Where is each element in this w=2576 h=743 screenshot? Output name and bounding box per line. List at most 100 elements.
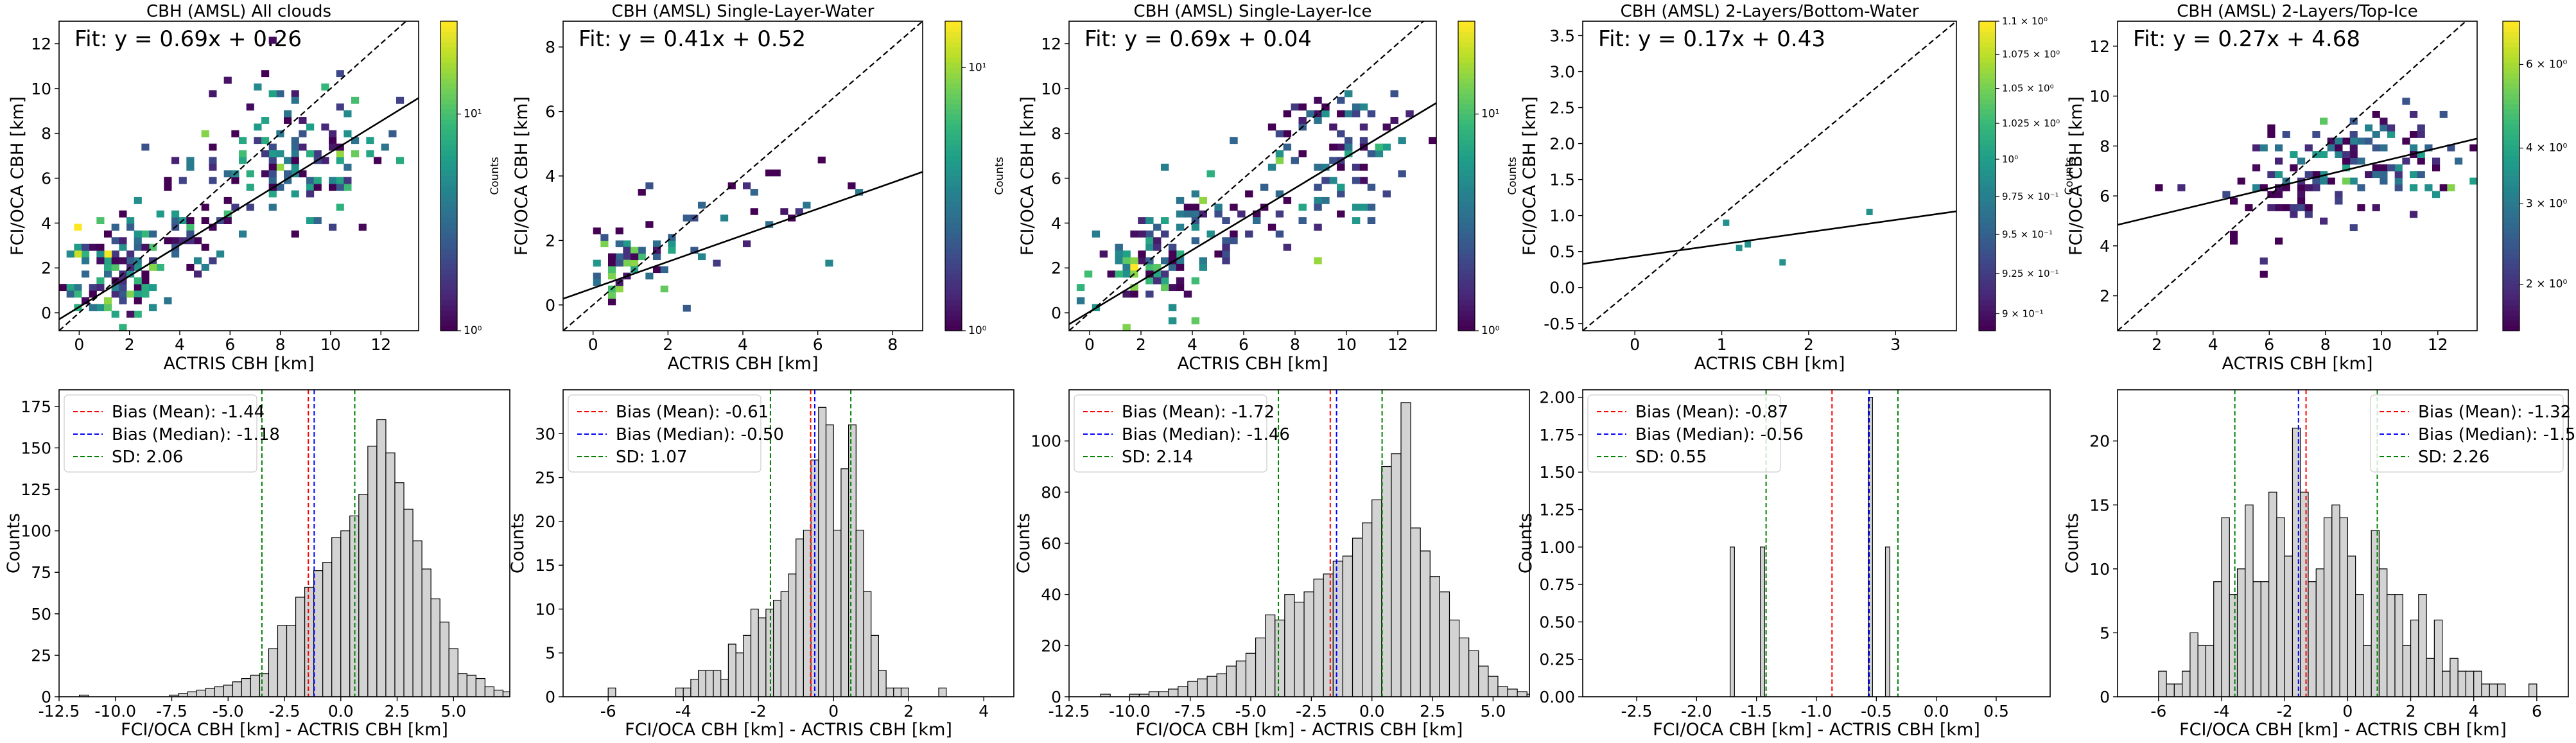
colorbar-tick-label: 9.25 × 10⁻¹ <box>2002 268 2059 279</box>
x-tick-label: 2 <box>2406 702 2416 721</box>
colorbar-segment <box>1979 98 1996 105</box>
histogram-panel-3: -12.5 -10.0 -7.5 -5.0 -2.5 0.0 2.5 5.0 0 20 40 60 80… <box>1014 389 1530 740</box>
colorbar-segment <box>2503 197 2519 202</box>
y-tick-label: 1.75 <box>1539 426 1575 444</box>
legend: Bias (Mean): -1.44 Bias (Median): -1.18 SD… <box>64 394 280 473</box>
colorbar-segment <box>2503 150 2519 156</box>
panel-title: CBH (AMSL) Single-Layer-Ice <box>1133 2 1371 21</box>
cell <box>268 190 277 198</box>
cell <box>817 156 826 164</box>
colorbar-segment <box>945 98 962 105</box>
cell <box>1329 143 1337 151</box>
colorbar-segment <box>440 26 457 32</box>
cell <box>1267 123 1276 131</box>
colorbar-segment <box>1458 129 1475 135</box>
bar <box>521 695 530 697</box>
y-tick-label: 25 <box>31 646 51 665</box>
cell <box>2380 177 2388 185</box>
cell <box>2155 184 2163 191</box>
cell <box>261 150 270 157</box>
cell <box>1321 177 1330 184</box>
bar <box>2158 670 2167 697</box>
reference-lines <box>261 390 356 697</box>
cell <box>1168 257 1177 265</box>
cell <box>223 170 232 178</box>
cell <box>1122 290 1131 298</box>
x-tick-label: 2 <box>663 335 673 354</box>
x-tick-label: 4 <box>979 702 989 721</box>
cell <box>1275 190 1284 198</box>
cell <box>645 182 654 189</box>
colorbar-segment <box>1458 212 1475 218</box>
colorbar-segment <box>440 176 457 182</box>
cell <box>336 70 344 78</box>
cell <box>1199 197 1207 204</box>
colorbar-label: Counts <box>1506 157 1519 195</box>
bar <box>2363 645 2372 697</box>
colorbar-segment <box>945 243 962 249</box>
cell <box>141 270 150 278</box>
colorbar-segment <box>945 139 962 146</box>
cell <box>66 284 74 292</box>
bar <box>2465 670 2475 697</box>
x-tick-label: -2.5 <box>1621 702 1653 721</box>
cell <box>1367 217 1376 225</box>
colorbar-segment <box>945 26 962 32</box>
cell <box>623 247 631 254</box>
colorbar-segment <box>1979 304 1996 311</box>
colorbar-segment <box>440 268 457 275</box>
panel-title: CBH (AMSL) All clouds <box>146 2 331 21</box>
colorbar-segment <box>2503 258 2519 265</box>
x-tick-label: 0.0 <box>328 702 354 721</box>
colorbar-segment <box>440 289 457 295</box>
cell <box>134 277 142 284</box>
bar <box>1517 691 1527 697</box>
cell <box>2304 211 2313 218</box>
y-tick-label: 10 <box>2089 87 2110 106</box>
cell <box>261 137 270 144</box>
cell <box>2304 184 2313 191</box>
cell <box>1345 137 1353 144</box>
y-tick-label: 12 <box>31 35 51 53</box>
cell <box>268 143 277 151</box>
colorbar-segment <box>945 78 962 83</box>
cell <box>1382 190 1391 198</box>
colorbar-segment <box>1458 78 1475 83</box>
bar <box>2410 619 2419 697</box>
cell <box>1275 157 1284 164</box>
x-tick-label: 0 <box>74 335 84 354</box>
scatter-panel-2: 0 2 4 6 8 0 2 4 6 8 CBH (AMSL) Single-Layer-Water F… <box>512 2 1006 374</box>
colorbar-segment <box>945 232 962 238</box>
cell <box>104 250 112 258</box>
cell <box>1115 250 1123 258</box>
cell <box>1191 190 1200 198</box>
colorbar-segment <box>945 202 962 207</box>
cell <box>344 177 352 184</box>
x-tick-label: 6 <box>2264 335 2274 354</box>
cell <box>2252 184 2261 191</box>
cell <box>2417 151 2425 158</box>
colorbar-segment <box>2503 67 2519 73</box>
cell <box>765 221 774 228</box>
y-tick-label: 1.50 <box>1539 463 1575 482</box>
cell <box>59 297 60 304</box>
colorbar-segment <box>440 144 457 151</box>
cell <box>1191 277 1200 284</box>
cell <box>683 304 691 312</box>
cell <box>1153 270 1162 278</box>
colorbar-segment <box>1458 274 1475 280</box>
cell <box>2394 171 2403 179</box>
colorbar-segment <box>1458 243 1475 249</box>
colorbar-segment <box>2503 37 2519 42</box>
histogram-panel-1: -12.5 -10.0 -7.5 -5.0 -2.5 0.0 2.5 5.0 0 25 50 75 10… <box>4 389 530 740</box>
colorbar-segment <box>945 67 962 73</box>
cell <box>261 170 270 178</box>
colorbar-segment <box>2503 289 2519 295</box>
cell <box>261 117 270 124</box>
cell <box>111 237 119 245</box>
cell <box>1076 297 1085 304</box>
cell <box>119 257 127 265</box>
colorbar-segment <box>440 57 457 63</box>
x-tick-label: 0 <box>1084 335 1095 354</box>
x-tick-label: 0.5 <box>1983 702 2009 721</box>
